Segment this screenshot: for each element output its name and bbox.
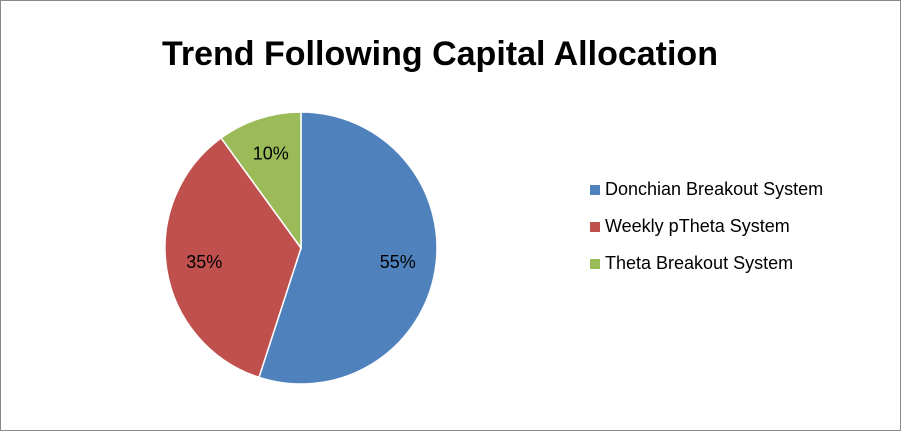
data-label: 55%: [380, 252, 416, 272]
pie-slice: [220, 111, 302, 251]
legend-swatch: [590, 259, 600, 269]
chart-title: Trend Following Capital Allocation: [162, 35, 718, 73]
data-label: 10%: [253, 144, 289, 164]
legend-label: Donchian Breakout System: [605, 179, 823, 199]
pie-slice: [258, 111, 438, 385]
legend-swatch: [590, 185, 600, 195]
data-label: 35%: [186, 252, 222, 272]
legend-label: Theta Breakout System: [605, 253, 793, 273]
pie-slice: [164, 136, 302, 379]
legend-swatch: [590, 222, 600, 232]
legend-label: Weekly pTheta System: [605, 216, 790, 236]
